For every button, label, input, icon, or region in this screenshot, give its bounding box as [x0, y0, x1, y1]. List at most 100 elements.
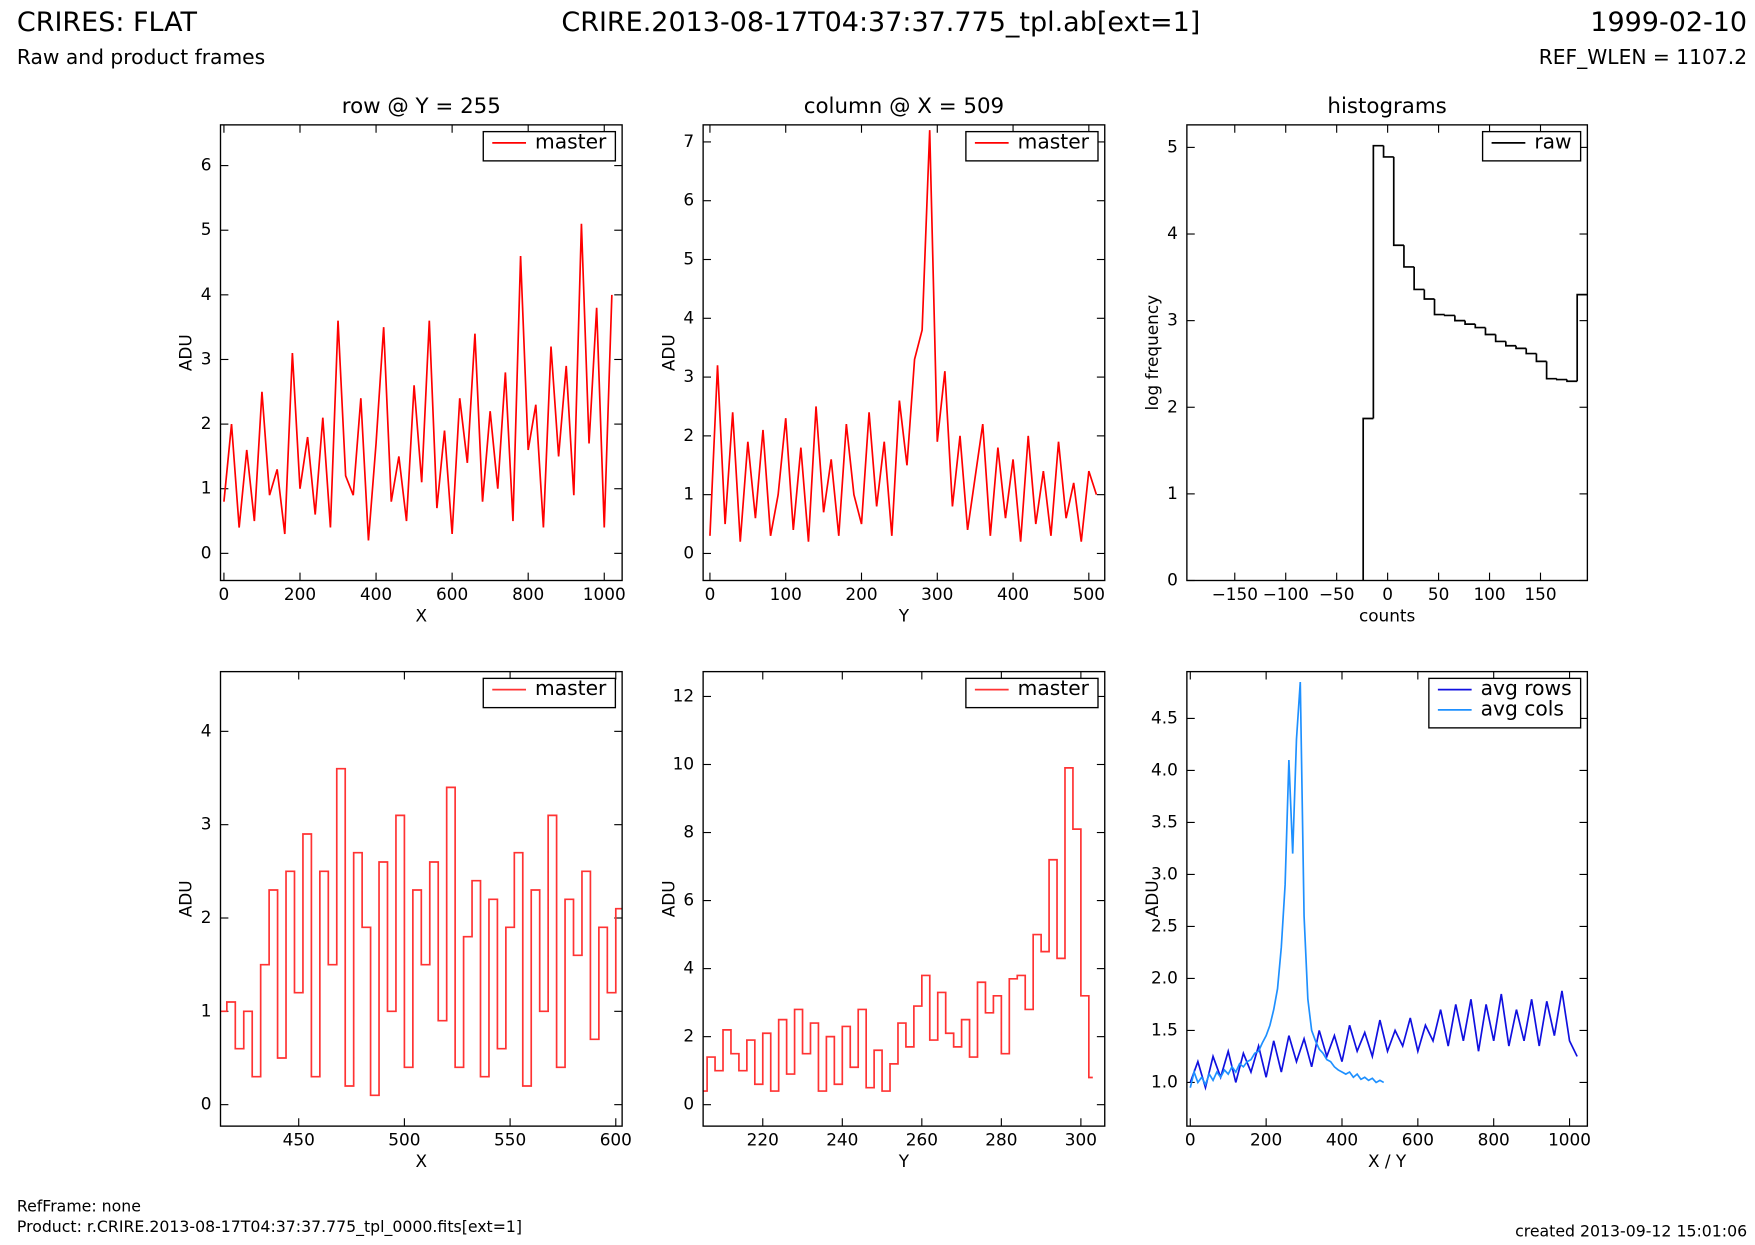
y-tick-label: 4: [683, 307, 694, 327]
y-axis-label: ADU: [176, 880, 196, 917]
frame: [219, 124, 623, 582]
legend: master: [482, 129, 617, 162]
legend-box: [482, 130, 617, 162]
y-tick-label: 12: [673, 685, 694, 705]
x-tick-label: −150: [1212, 584, 1258, 604]
y-tick-label: 2: [683, 425, 694, 445]
hist-step: [1403, 245, 1415, 268]
plot-area: [220, 767, 623, 1097]
y-tick-label: 0: [1167, 569, 1178, 589]
y-tick-label: 1.5: [1151, 1019, 1178, 1039]
panel-title: histograms: [1327, 94, 1446, 119]
ref-frame: RefFrame: none: [17, 1197, 141, 1216]
legend-label: raw: [1534, 129, 1571, 153]
y-tick-label: 1: [1167, 483, 1178, 503]
y-tick-label: 3: [1167, 310, 1178, 330]
x-axis-label: Y: [898, 605, 910, 625]
data-line: [220, 767, 623, 1097]
x-tick-label: 100: [1473, 584, 1505, 604]
y-tick-label: 5: [1167, 136, 1178, 156]
legend-box: [965, 677, 1099, 709]
panel: X / Y ADU 0 200 400 600 800 1000 1.0 1.5 2.0 2.5 3.0…: [1142, 670, 1591, 1171]
hist-step: [1515, 345, 1527, 350]
created: created 2013-09-12 15:01:06: [1515, 1221, 1747, 1240]
x-axis-label: X: [416, 1151, 428, 1171]
y-tick-label: 3.0: [1151, 863, 1178, 883]
x-tick-label: 200: [284, 584, 316, 604]
legend-label: avg rows: [1481, 676, 1572, 700]
y-tick-label: 0: [201, 1094, 212, 1114]
x-tick-label: 0: [1382, 584, 1393, 604]
data-line: [709, 130, 1098, 542]
legend-label: master: [535, 676, 607, 700]
hist-step: [1535, 353, 1547, 363]
panel-title: row @ Y = 255: [342, 94, 501, 119]
y-tick-label: 0: [201, 542, 212, 562]
legend: master: [965, 676, 1099, 709]
y-tick-label: 4: [201, 720, 212, 740]
panel: Y ADU 220 240 260 280 300 0 2 4 6 8 10 12 master: [658, 670, 1106, 1171]
x-tick-label: 600: [1402, 1130, 1434, 1150]
panel: histograms counts log frequency −150 −100 −50…: [1142, 94, 1589, 625]
y-tick-label: 3.5: [1151, 811, 1178, 831]
y-tick-label: 1: [683, 484, 694, 504]
hist-step: [1555, 378, 1567, 381]
legend: master: [482, 676, 617, 709]
y-tick-label: 1: [201, 478, 212, 498]
y-tick-label: 4: [1167, 223, 1178, 243]
legend-box: [1481, 130, 1582, 162]
x-tick-label: 200: [1250, 1130, 1282, 1150]
legend-box: [965, 130, 1099, 162]
x-tick-label: 1000: [1548, 1130, 1591, 1150]
legend-box: [482, 677, 617, 709]
hist-step: [1443, 314, 1455, 317]
x-tick-label: 500: [388, 1130, 420, 1150]
y-axis-label: ADU: [1142, 880, 1162, 917]
frame: [702, 670, 1106, 1127]
hist-step: [1372, 144, 1384, 419]
y-tick-label: 2: [201, 413, 212, 433]
y-tick-label: 2: [683, 1026, 694, 1046]
frame: [702, 124, 1106, 582]
y-tick-label: 3: [201, 814, 212, 834]
y-tick-label: 2.5: [1151, 915, 1178, 935]
y-tick-label: 3: [683, 366, 694, 386]
y-axis-label: log frequency: [1142, 295, 1162, 411]
x-tick-label: 0: [705, 584, 716, 604]
x-tick-label: 1000: [583, 584, 626, 604]
hist-step: [1413, 266, 1425, 291]
y-tick-label: 4.0: [1151, 759, 1178, 779]
product: Product: r.CRIRE.2013-08-17T04:37:37.775…: [17, 1217, 522, 1237]
panel: X ADU 450 500 550 600 0 1 2 3 4 master: [176, 670, 632, 1171]
x-tick-label: 220: [747, 1130, 779, 1150]
y-tick-label: 0: [683, 1094, 694, 1114]
x-tick-label: 800: [512, 584, 544, 604]
x-tick-label: 600: [600, 1130, 632, 1150]
plot-area: [1362, 144, 1588, 581]
x-tick-label: 50: [1428, 584, 1449, 604]
y-tick-label: 7: [683, 131, 694, 151]
panel: row @ Y = 255 X ADU 0 200 400 600 800 1000 0 1 2 3 4 5…: [176, 94, 626, 626]
file-name: CRIRE.2013-08-17T04:37:37.775_tpl.ab[ext…: [561, 7, 1200, 38]
frame: [1186, 670, 1589, 1127]
hist-step: [1505, 341, 1517, 347]
y-tick-label: 2.0: [1151, 967, 1178, 987]
page-subtitle: Raw and product frames: [17, 45, 265, 69]
panel-title: column @ X = 509: [804, 94, 1004, 119]
x-tick-label: 500: [1073, 584, 1105, 604]
hist-step: [1545, 361, 1557, 380]
x-tick-label: −50: [1319, 584, 1355, 604]
x-tick-label: 260: [906, 1130, 938, 1150]
x-axis-label: X / Y: [1368, 1151, 1407, 1171]
y-tick-label: 4.5: [1151, 707, 1178, 727]
x-tick-label: 300: [921, 584, 953, 604]
plot-area: [223, 223, 613, 541]
x-tick-label: 400: [1326, 1130, 1358, 1150]
y-tick-label: 5: [683, 249, 694, 269]
plot-area: [1189, 681, 1578, 1091]
hist-step: [1474, 324, 1486, 329]
hist-step: [1454, 315, 1466, 322]
y-tick-label: 0: [683, 542, 694, 562]
